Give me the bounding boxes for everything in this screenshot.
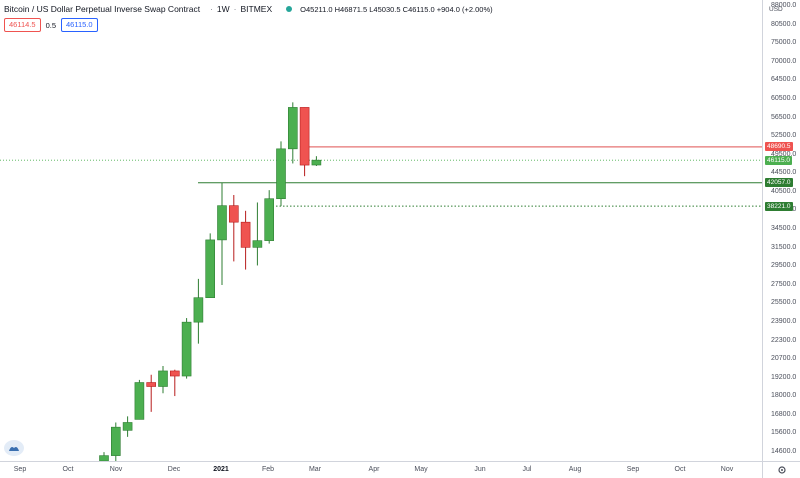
- candle-body: [146, 382, 156, 387]
- price-tick-label: 70000.0: [771, 57, 797, 65]
- price-tick-label: 14600.0: [771, 448, 797, 455]
- price-tick-label: 23900.0: [771, 317, 797, 325]
- candle-body: [158, 370, 168, 387]
- time-tick-label: Nov: [720, 466, 734, 473]
- time-tick-label: Nov: [109, 466, 123, 473]
- price-tick-label: 27500.0: [771, 280, 797, 288]
- interval-label[interactable]: 1W: [216, 4, 230, 14]
- price-tick-label: 15600.0: [771, 429, 797, 437]
- market-status-icon: [286, 6, 293, 12]
- candlestick-chart[interactable]: [0, 0, 762, 465]
- price-tick-label: 34500.0: [771, 225, 797, 232]
- chart-pane[interactable]: [0, 0, 762, 465]
- time-tick-label: Dec: [167, 466, 181, 473]
- buy-button[interactable]: 46115.0: [61, 18, 98, 32]
- price-tick-label: 75000.0: [771, 39, 797, 47]
- candle-body: [276, 148, 286, 200]
- time-tick-label: Aug: [568, 466, 582, 473]
- low-value: L45030.5: [369, 4, 401, 14]
- price-tick-label: 19200.0: [771, 373, 797, 381]
- legend-separator: ·: [210, 4, 213, 14]
- sell-button[interactable]: 46114.5: [4, 18, 41, 32]
- price-tick-label: 80500.0: [771, 20, 797, 28]
- price-tag: 46115.0: [765, 155, 793, 165]
- chart-settings-icon[interactable]: [762, 461, 800, 478]
- candle-body: [205, 239, 215, 298]
- candle-body: [122, 422, 133, 431]
- price-tick-label: 52500.0: [771, 132, 797, 140]
- price-tick-label: 88000.0: [771, 2, 797, 9]
- price-tick-label: 22300.0: [771, 336, 797, 344]
- price-tick-label: 16800.0: [771, 410, 797, 418]
- price-tick-label: 18000.0: [771, 392, 797, 400]
- price-tick-label: 20700.0: [771, 355, 797, 363]
- candle-body: [170, 370, 180, 377]
- ohlc-values: O45211.0 H46871.5 L45030.5 C46115.0 +904…: [300, 5, 492, 14]
- time-tick-label: Jun: [474, 466, 486, 473]
- time-tick-label: 2021: [213, 466, 229, 473]
- time-tick-label: Jul: [522, 466, 532, 473]
- time-tick-label: Sep: [626, 466, 640, 473]
- candle-body: [229, 205, 239, 223]
- price-tick-label: 25500.0: [771, 299, 797, 307]
- legend-separator: ·: [233, 4, 237, 14]
- price-tick-label: 49500.0: [771, 150, 797, 158]
- change-value: +904.0 (+2.00%): [436, 4, 493, 14]
- time-tick-label: Feb: [261, 466, 275, 473]
- candle-body: [311, 159, 322, 166]
- time-axis[interactable]: Sep Oct Nov Dec 2021 Feb Mar Apr May Jun Jul Aug Sep…: [0, 461, 762, 478]
- price-axis-unit: USD: [769, 6, 783, 13]
- price-axis[interactable]: USD 88000.0 80500.0 75000.0 70000.0 64500.0 6…: [762, 0, 800, 461]
- candle-body: [252, 240, 263, 248]
- candle-body: [134, 382, 145, 420]
- price-tick-label: 64500.0: [771, 76, 797, 84]
- price-tick-label: 29500.0: [771, 262, 797, 270]
- price-tag: 48690.5: [765, 142, 793, 152]
- price-tag: 38221.0: [765, 201, 793, 211]
- price-tick-label: 44500.0: [771, 169, 797, 177]
- symbol-legend: Bitcoin / US Dollar Perpetual Inverse Sw…: [4, 4, 493, 14]
- price-tick-label: 31500.0: [771, 243, 797, 251]
- time-tick-label: Mar: [308, 466, 322, 473]
- exchange-label: BITMEX: [240, 4, 273, 14]
- price-tick-label: 40500.0: [771, 187, 797, 195]
- candle-body: [181, 321, 192, 377]
- high-value: H46871.5: [334, 4, 368, 14]
- candle-body: [240, 221, 251, 248]
- price-tag: 42057.0: [765, 178, 793, 188]
- symbol-title[interactable]: Bitcoin / US Dollar Perpetual Inverse Sw…: [4, 4, 201, 14]
- price-tick-label: 56500.0: [771, 113, 797, 121]
- candle-body: [193, 297, 204, 323]
- time-tick-label: Oct: [674, 466, 686, 473]
- candle-body: [217, 205, 227, 241]
- time-tick-label: Sep: [13, 466, 27, 473]
- close-value: C46115.0: [402, 4, 435, 14]
- time-tick-label: May: [414, 466, 428, 473]
- time-tick-label: Oct: [62, 466, 74, 473]
- candle-body: [111, 426, 121, 456]
- trade-buttons: 46114.5 0.5 46115.0: [4, 18, 98, 32]
- price-tick-label: 60500.0: [771, 94, 797, 102]
- candle-body: [264, 198, 275, 241]
- candle-body: [287, 107, 298, 150]
- open-value: O45211.0: [300, 4, 333, 14]
- candle-body: [299, 107, 310, 166]
- time-tick-label: Apr: [368, 466, 380, 473]
- tradingview-logo-icon[interactable]: [4, 440, 24, 456]
- spread-value: 0.5: [45, 20, 56, 30]
